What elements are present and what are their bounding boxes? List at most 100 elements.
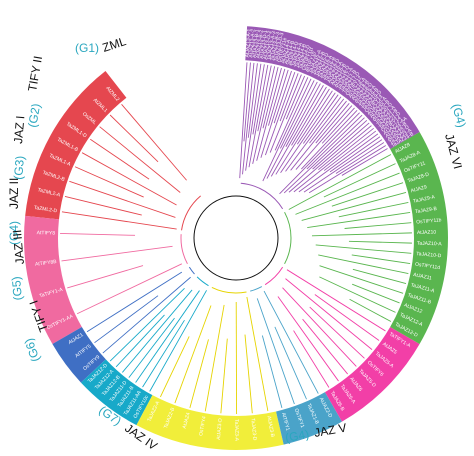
branch-jaz5 [351,254,411,264]
group-label-g1-name: ZML [101,34,128,55]
group-label-g4c-num: (G4) [449,102,469,129]
leaf-label: AtJAZ13-B-2 [255,29,264,58]
branch-tify1 [274,326,307,400]
branch-jaz6 [266,81,318,179]
leaf-label: AtJAZ3-D [216,418,224,440]
branch-jaz5 [311,232,412,237]
group-label-g4c-name: JAZ VI [442,132,465,170]
branch-zml [99,126,181,193]
group-label-g1-num: (G1) [75,41,99,55]
branch-jaz2 [128,317,175,378]
leaf-label: TaJAZ3-D [249,418,257,441]
branch-tify2 [67,265,144,289]
leaf-label: AtJAZ13-A-1 [245,28,253,57]
leaf-label: AtJAZ4 [182,412,192,430]
group-label-g4b-num: (G4) [284,427,310,445]
branch-jaz6 [303,139,383,193]
branch-jaz6 [301,109,358,170]
leaf-label: AtJAZ13-A-2 [248,29,256,58]
branch-jaz4 [314,294,380,341]
branch-jaz5 [315,244,412,254]
clade-connector-tify2 [180,234,188,265]
group-label-g6-num: (G6) [21,336,42,363]
branch-jaz5 [352,283,400,304]
branch-jaz6 [290,100,347,171]
branch-jaz6 [285,96,342,172]
branch-tify1 [263,290,319,394]
branch-jaz2 [109,288,185,362]
branch-jaz3 [204,304,225,412]
branch-jaz6 [239,62,248,179]
branch-jaz5 [323,163,396,198]
branch-jaz6 [252,66,276,164]
branch-jaz6 [243,62,251,142]
ring-segment-tify2 [23,215,82,344]
branch-jaz5 [319,276,396,313]
branch-jaz6 [257,65,272,132]
branch-jaz6 [262,66,279,129]
branch-jaz6 [318,125,372,171]
branch-jaz6 [248,64,269,168]
branch-jaz4 [285,278,373,351]
branch-jaz6 [306,114,363,170]
branch-jaz4 [277,296,339,382]
group-label-g5-name: JAZ III [10,229,27,265]
branch-jaz6 [341,148,388,176]
group-ring: TaZML2-DTaZML2-ATaZML2-BTaZML1-ATaZML1-B… [23,26,448,450]
leaf-label: OsTIFY11e [277,37,289,63]
branch-jaz2 [135,290,200,383]
branch-zml [69,180,176,218]
branch-jaz6 [291,86,327,146]
branch-jaz6 [275,88,330,175]
branch-jaz2 [149,290,207,392]
leaf-label: TaJAZ9-A [413,194,436,204]
tree-branches [60,62,412,415]
branch-jaz6 [268,68,286,126]
leaf-label: TaJAZ13-B-3 [270,31,282,61]
branch-zml [90,138,150,180]
clade-connector-jaz2 [196,276,209,287]
branch-jaz1 [94,295,159,344]
branch-jaz6 [296,90,333,145]
ring-segment-jaz4 [325,327,420,422]
branch-jaz3 [189,339,209,408]
branch-zml [121,103,187,181]
branch-jaz6 [279,73,299,122]
group-label-g4a-name: JAZ II [7,178,21,209]
branch-jaz4 [286,269,386,332]
leaf-label: AtTIFY8 [37,230,56,236]
branch-jaz6 [242,62,255,175]
branch-jaz5 [288,154,392,210]
ring-segment-jaz2 [80,359,153,426]
branch-jaz4 [282,287,357,367]
leaf-label: TaJAZ3-A [233,419,239,442]
branch-jaz6 [285,75,306,120]
group-label-g2-num: (G2) [25,102,43,128]
leaf-label: OsTIFY4 [198,416,207,437]
branch-jaz4 [293,330,330,388]
branch-jaz3 [159,336,190,398]
leaf-label: TaJAZ13-A-3 [266,31,277,61]
branch-zml [81,152,177,206]
branch-tify2 [61,245,173,262]
branch-jaz4 [302,318,349,375]
group-label-g3-name: JAZ I [11,115,27,144]
branch-zml [74,166,144,198]
ring-segment-zml [25,70,127,220]
branch-jaz6 [298,133,379,193]
branch-jaz6 [302,94,339,144]
branch-tify1 [256,298,295,405]
branch-jaz5 [338,201,409,218]
clade-connector-jaz3 [211,286,247,294]
ring-segment-jaz3 [136,395,284,450]
branch-jaz5 [352,268,407,284]
branch-jaz2 [142,319,185,388]
clade-connector-jaz1 [188,266,195,275]
branch-jaz6 [256,67,282,161]
branch-jaz5 [331,182,404,207]
branch-jaz6 [279,112,360,195]
group-label-g4b-name: JAZ V [313,420,348,439]
branch-jaz3 [174,305,212,404]
